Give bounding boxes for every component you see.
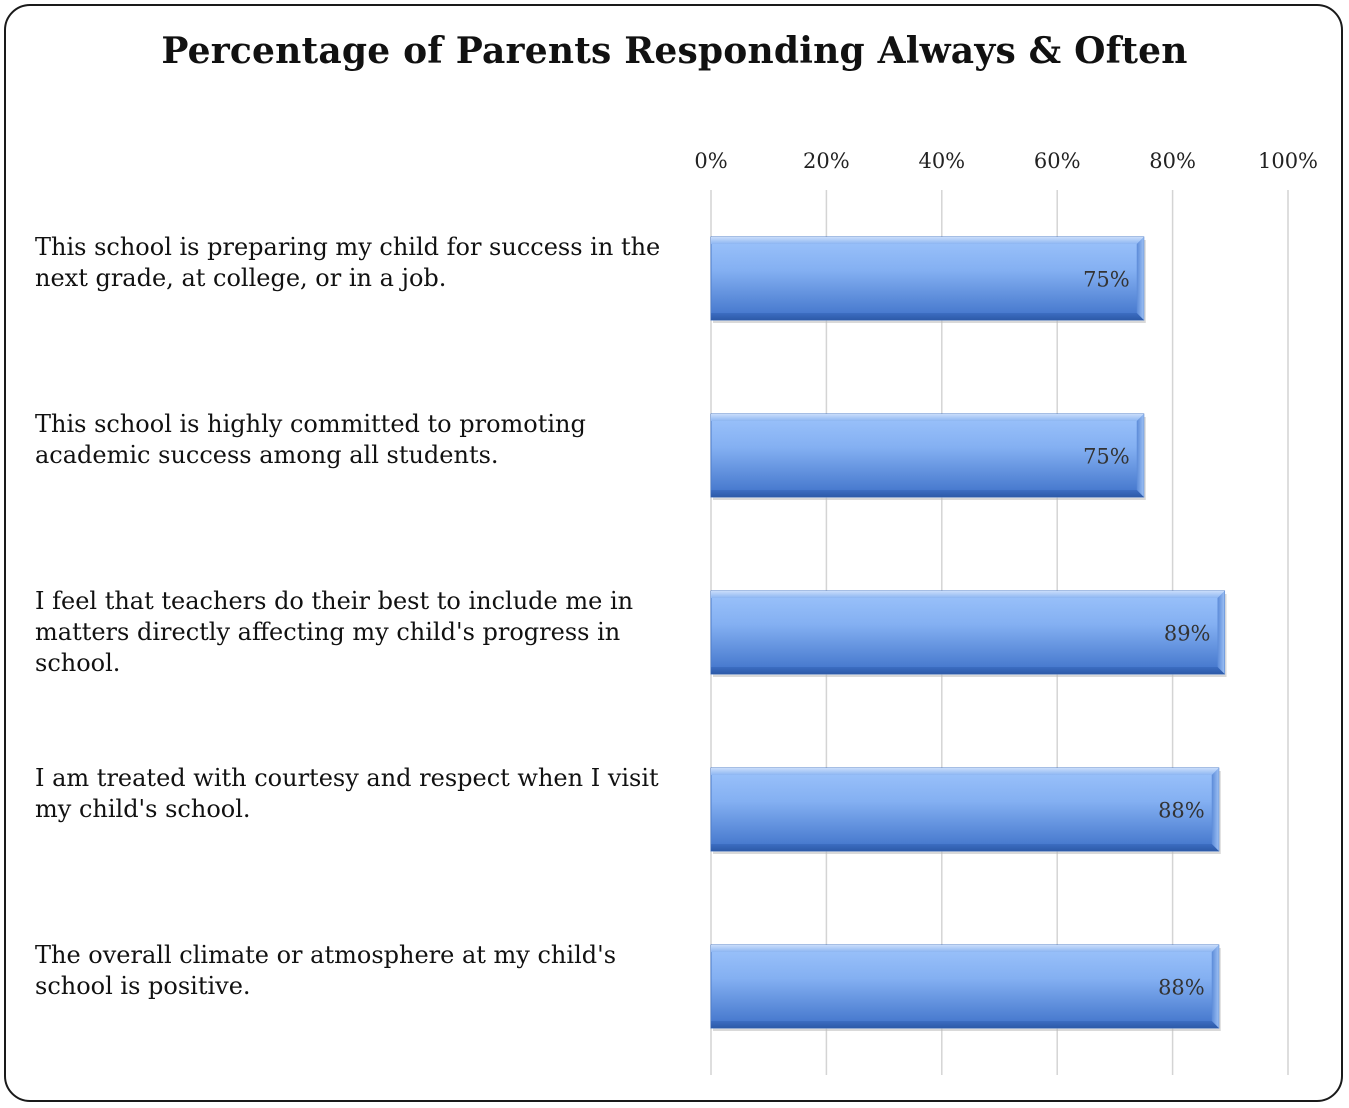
bar: [710, 767, 1221, 854]
category-label: I feel that teachers do their best to in…: [35, 587, 634, 677]
x-tick-label: 20%: [803, 149, 850, 173]
x-tick-label: 100%: [1258, 149, 1318, 173]
category-label: I am treated with courtesy and respect w…: [35, 764, 659, 823]
bar: [710, 590, 1227, 677]
data-label: 88%: [1158, 799, 1205, 823]
category-label: The overall climate or atmosphere at my …: [35, 941, 617, 1000]
data-label: 75%: [1083, 268, 1130, 292]
bar: [710, 944, 1221, 1031]
data-label: 75%: [1083, 445, 1130, 469]
chart-frame: [4, 4, 1343, 1102]
x-tick-label: 60%: [1034, 149, 1081, 173]
bar: [710, 413, 1146, 500]
category-label: This school is preparing my child for su…: [35, 233, 661, 292]
x-tick-label: 80%: [1149, 149, 1196, 173]
data-label: 88%: [1158, 976, 1205, 1000]
category-label: This school is highly committed to promo…: [35, 410, 586, 469]
data-label: 89%: [1164, 622, 1211, 646]
x-tick-label: 40%: [918, 149, 965, 173]
chart-title: Percentage of Parents Responding Always …: [161, 30, 1188, 72]
x-tick-label: 0%: [694, 149, 727, 173]
bar: [710, 236, 1146, 323]
